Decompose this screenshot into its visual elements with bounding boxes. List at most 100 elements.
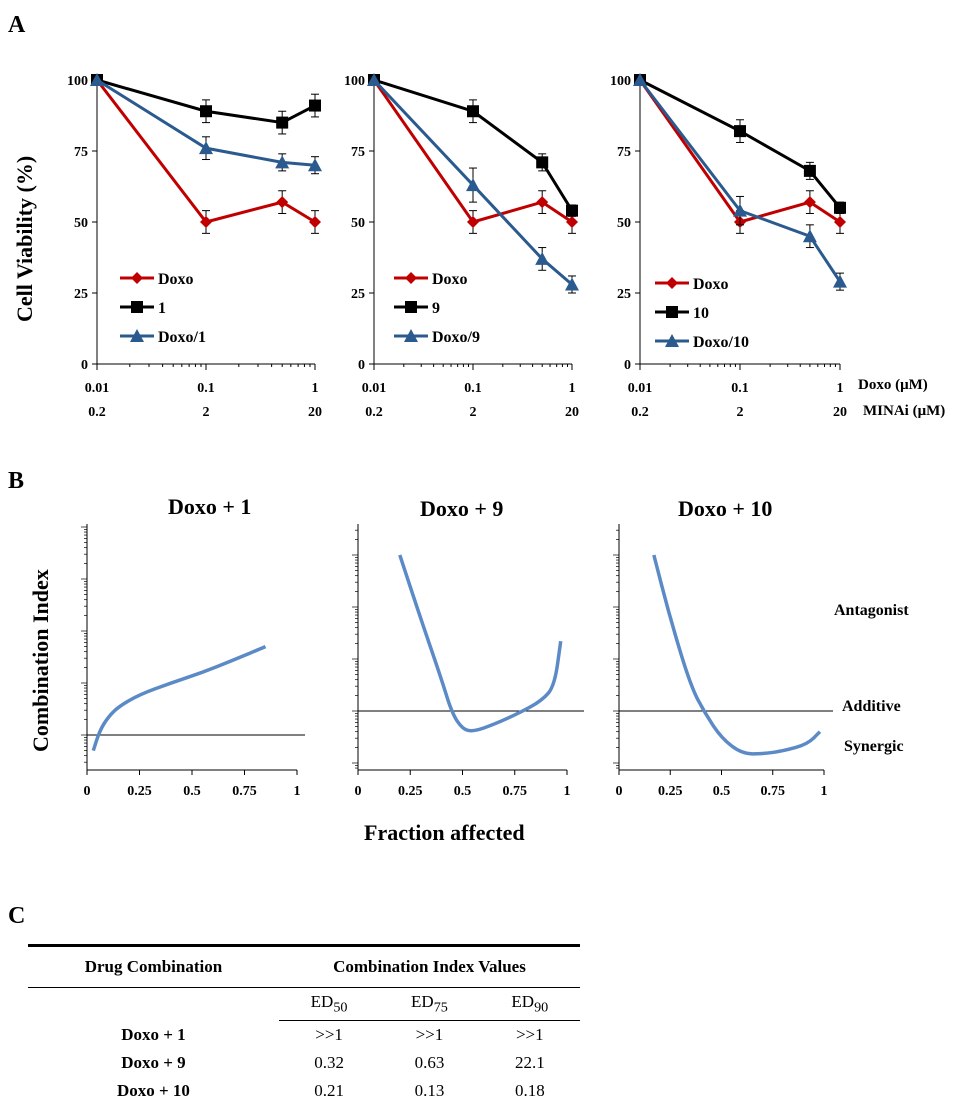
viability-chart-2-series-3-line [372,78,573,286]
viability-chart-3-y-tick-label: 75 [617,145,631,160]
viability-chart-1-series-1-marker [276,196,289,209]
viability-chart-1-x-tick-label-minai: 2 [203,405,210,420]
viability-chart-2-x-tick-label-doxo: 0.1 [464,381,482,396]
viability-chart-2-y-tick-label: 100 [344,74,365,89]
table-row-name: Doxo + 9 [121,1053,186,1072]
table-cell: 0.13 [414,1081,445,1100]
viability-chart-2-series-1-marker [467,216,479,228]
viability-chart-2-y-tick-label: 75 [351,145,365,160]
viability-chart-3-y-tick-label: 50 [617,216,631,231]
viability-chart-2-legend-marker [405,301,417,313]
viability-chart-3-x-tick-label-doxo: 0.1 [731,381,749,396]
ci-chart-3-x-tick-label: 1 [821,784,828,799]
viability-chart-3-y-tick-label: 100 [610,74,631,89]
viability-chart-1-series-2-marker [276,116,289,129]
viability-chart-1-x-tick-label-doxo: 0.01 [85,381,110,396]
viability-chart-3-series-3-marker [802,229,817,243]
viability-chart-1-legend-label: Doxo [158,271,194,288]
ci-chart-1-x-tick-label: 0.75 [232,784,257,799]
viability-chart-3-legend-marker [666,306,678,318]
ci-chart-2-x-tick-label: 0.75 [503,784,528,799]
ci-chart-1-x-tick-label: 0 [84,784,91,799]
viability-chart-2-legend-marker [404,329,418,342]
viability-chart-3-series-2-marker [803,164,816,177]
table-cell: 0.32 [314,1053,344,1072]
viability-chart-1-y-tick-label: 0 [81,358,88,373]
ci-chart-1-x-tick-label: 0.5 [183,784,201,799]
viability-chart-2-x-tick-label-doxo: 0.01 [362,381,387,396]
table-row: Doxo + 10 0.21 0.13 0.18 [28,1077,580,1105]
viability-chart-3-legend-marker [665,334,679,347]
chart-title-doxo-1: Doxo + 1 [168,494,252,519]
table-cell: 22.1 [514,1053,545,1072]
viability-chart-2-x-tick-label-minai: 20 [565,405,579,420]
ci-chart-3-x-tick-label: 0.75 [761,784,786,799]
viability-chart-1-x-tick-label-minai: 0.2 [88,405,106,420]
chart-title-doxo-9: Doxo + 9 [420,496,504,521]
viability-chart-1-series-1-line [95,79,316,224]
viability-chart-1-series-3-marker [275,155,290,169]
viability-chart-1-series-2-line [96,78,316,125]
viability-chart-2-y-tick-label: 0 [358,358,365,373]
ci-chart-1-x-tick-label: 0.25 [127,784,152,799]
viability-chart-2-x-tick-label-doxo: 1 [569,381,576,396]
panel-label-c: C [8,903,26,929]
ci-chart-2-x-tick-label: 0.5 [454,784,472,799]
ci-chart-2-x-tick-label: 1 [564,784,571,799]
viability-chart-1-legend-label: 1 [158,300,166,317]
table-cell: 0.18 [514,1081,545,1100]
viability-chart-2-y-tick-label: 50 [351,216,365,231]
viability-chart-2-series-1-line [372,79,573,224]
viability-chart-1-series-1-marker [200,216,212,228]
viability-chart-3-series-1-marker [834,216,846,228]
viability-chart-1-series-3-marker [199,141,213,155]
doxo-axis-label: Doxo (μM) [858,377,928,393]
viability-chart-2-series-3-marker [466,178,480,192]
viability-chart-2-legend-marker [405,272,417,284]
viability-chart-1-legend-marker [131,272,143,284]
table-row: Doxo + 9 0.32 0.63 22.1 [28,1049,580,1077]
combination-index-table: Drug Combination Combination Index Value… [28,944,580,1105]
viability-chart-2-legend-label: 9 [432,300,440,317]
viability-chart-2-series-2-line [373,78,574,212]
ci-chart-3-ci-curve [652,554,822,756]
viability-chart-3-legend-marker [666,277,678,289]
ci-chart-1-x-tick-label: 1 [294,784,301,799]
table-cell: 0.21 [314,1081,344,1100]
viability-chart-3-x-tick-label-minai: 0.2 [631,405,649,420]
table-ed90-header: ED90 [479,987,580,1021]
viability-chart-3-x-tick-label-doxo: 0.01 [628,381,653,396]
chart-title-doxo-10: Doxo + 10 [678,496,773,521]
viability-chart-3-y-tick-label: 0 [624,358,631,373]
region-label-additive: Additive [842,698,901,715]
minai-axis-label: MINAi (μM) [863,403,946,419]
viability-chart-1-y-tick-label: 100 [67,74,88,89]
viability-chart-1-y-tick-label: 50 [74,216,88,231]
viability-chart-3-legend-label: 10 [693,305,709,322]
table-subheader-row: ED50 ED75 ED90 [28,987,580,1021]
viability-chart-1-series-3-marker [90,73,104,86]
viability-chart-3-series-2-line [639,78,842,209]
viability-chart-3-y-tick-label: 25 [617,287,631,302]
viability-chart-1-legend-marker [131,301,143,313]
viability-chart-1-legend-marker [130,329,144,342]
viability-chart-3-series-1-marker [803,196,816,209]
viability-chart-1-series-3-marker [308,158,322,172]
viability-chart-1-legend-label: Doxo/1 [158,329,206,346]
ci-chart-1-ci-curve [91,645,267,752]
viability-chart-2-legend-label: Doxo/9 [432,329,480,346]
viability-chart-2-x-tick-label-minai: 2 [470,405,477,420]
table-header-ci: Combination Index Values [278,944,580,988]
viability-chart-1-x-tick-label-minai: 20 [308,405,322,420]
ci-chart-2-x-tick-label: 0.25 [398,784,423,799]
table-cell: >>1 [415,1025,444,1044]
ci-chart-2-x-tick-label: 0 [355,784,362,799]
ci-chart-3-x-tick-label: 0.5 [713,784,731,799]
viability-chart-3-x-tick-label-doxo: 1 [837,381,844,396]
viability-chart-1-y-tick-label: 75 [74,145,88,160]
ci-chart-3-x-tick-label: 0.25 [658,784,683,799]
table-row-name: Doxo + 10 [116,1081,190,1100]
viability-chart-2-series-3-marker [535,251,550,265]
viability-chart-2-series-3-marker [367,73,381,86]
viability-chart-1-x-tick-label-doxo: 0.1 [197,381,215,396]
